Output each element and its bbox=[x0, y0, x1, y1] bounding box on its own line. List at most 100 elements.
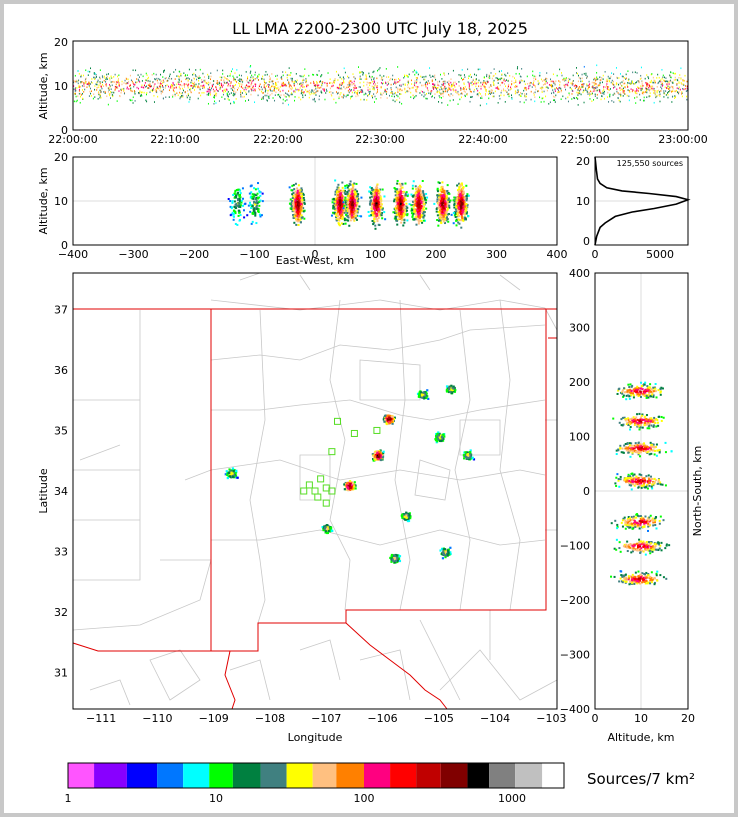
ew-height-source bbox=[423, 210, 426, 213]
time-height-source bbox=[96, 89, 98, 91]
ew-height-source bbox=[299, 189, 302, 192]
ew-height-source bbox=[418, 213, 421, 216]
ew-height-source bbox=[399, 213, 402, 216]
time-height-source bbox=[97, 79, 99, 82]
ew-height-source bbox=[444, 211, 447, 214]
time-height-source bbox=[265, 89, 267, 92]
time-height-source bbox=[519, 81, 521, 83]
time-height-source bbox=[192, 87, 194, 89]
ew-height-source bbox=[239, 204, 242, 207]
ew-height-source bbox=[346, 202, 349, 205]
time-height-source bbox=[620, 95, 622, 98]
ew-height-source bbox=[341, 205, 344, 208]
time-height-source bbox=[250, 65, 252, 67]
ew-height-source bbox=[239, 205, 242, 208]
ew-height-source bbox=[405, 191, 408, 194]
ew-height-source bbox=[300, 190, 303, 193]
time-height-source bbox=[99, 69, 101, 71]
ew-height-source bbox=[293, 209, 296, 212]
ew-height-source bbox=[401, 197, 404, 200]
time-height-source bbox=[97, 98, 99, 100]
time-height-source bbox=[458, 93, 460, 96]
time-height-source bbox=[157, 95, 159, 98]
time-height-source bbox=[453, 89, 455, 92]
time-height-source bbox=[483, 84, 485, 87]
time-height-source bbox=[282, 74, 284, 77]
time-height-source bbox=[316, 82, 318, 85]
time-height-source bbox=[198, 77, 200, 79]
ew-height-source bbox=[238, 200, 241, 203]
time-height-source bbox=[101, 81, 103, 84]
time-height-source bbox=[182, 96, 184, 98]
ew-height-source bbox=[354, 200, 357, 203]
time-height-source bbox=[432, 83, 434, 86]
time-height-source bbox=[428, 92, 430, 95]
time-height-source bbox=[390, 87, 392, 89]
ew-height-source bbox=[373, 189, 376, 192]
time-height-source bbox=[222, 73, 224, 75]
time-height-source bbox=[330, 93, 332, 96]
ew-height-source bbox=[379, 188, 382, 191]
time-height-source bbox=[301, 88, 303, 91]
time-height-source bbox=[622, 89, 624, 91]
time-height-source bbox=[239, 83, 241, 85]
time-height-source bbox=[90, 83, 92, 85]
time-height-source bbox=[497, 87, 499, 90]
time-height-source bbox=[176, 75, 178, 77]
time-height-source bbox=[591, 93, 593, 95]
time-height-source bbox=[480, 97, 482, 99]
time-height-source bbox=[423, 78, 425, 81]
time-height-source bbox=[99, 82, 101, 85]
time-height-source bbox=[676, 84, 678, 86]
ew-height-source bbox=[292, 209, 295, 212]
time-height-source bbox=[159, 87, 161, 90]
ew-height-source bbox=[301, 204, 304, 207]
time-height-source bbox=[284, 83, 286, 86]
time-height-source bbox=[447, 89, 449, 91]
ew-height-source bbox=[392, 211, 395, 214]
time-height-source bbox=[200, 85, 202, 87]
ew-height-source bbox=[455, 210, 458, 213]
time-height-source bbox=[632, 71, 634, 74]
ew-height-source bbox=[398, 215, 401, 218]
ew-height-source bbox=[438, 197, 441, 200]
time-height-source bbox=[175, 68, 177, 71]
time-height-source bbox=[650, 87, 652, 90]
time-height-source bbox=[227, 75, 229, 77]
ew-height-source bbox=[399, 197, 402, 200]
time-height-source bbox=[164, 77, 166, 80]
time-height-source bbox=[341, 83, 343, 86]
time-height-source bbox=[384, 90, 386, 93]
time-height-source bbox=[300, 75, 302, 78]
time-height-source bbox=[609, 88, 611, 90]
ew-height-sources bbox=[227, 179, 470, 230]
time-height-source bbox=[100, 86, 102, 88]
time-height-source bbox=[619, 89, 621, 91]
time-height-source bbox=[132, 96, 134, 99]
time-height-source bbox=[642, 91, 644, 93]
time-height-source bbox=[646, 85, 648, 88]
time-height-source bbox=[284, 84, 286, 86]
ew-height-source bbox=[351, 189, 354, 192]
time-height-source bbox=[549, 101, 551, 104]
time-height-source bbox=[160, 92, 162, 95]
time-height-source bbox=[172, 83, 174, 85]
ew-height-source bbox=[394, 187, 397, 190]
time-height-source bbox=[263, 85, 265, 88]
time-height-source bbox=[188, 78, 190, 80]
time-height-source bbox=[539, 87, 541, 90]
ew-height-source bbox=[454, 211, 457, 214]
ew-height-source bbox=[356, 214, 359, 217]
time-height-source bbox=[641, 87, 643, 90]
ew-height-source bbox=[336, 198, 339, 201]
time-height-source bbox=[215, 86, 217, 89]
time-height-source bbox=[226, 92, 228, 95]
time-height-source bbox=[643, 96, 645, 99]
ew-height-source bbox=[418, 199, 421, 202]
ew-height-source bbox=[446, 206, 449, 209]
ew-height-source bbox=[232, 209, 235, 212]
time-height-source bbox=[582, 80, 584, 83]
time-height-source bbox=[401, 102, 403, 105]
ew-height-source bbox=[459, 210, 462, 213]
ew-height-source bbox=[355, 204, 358, 207]
